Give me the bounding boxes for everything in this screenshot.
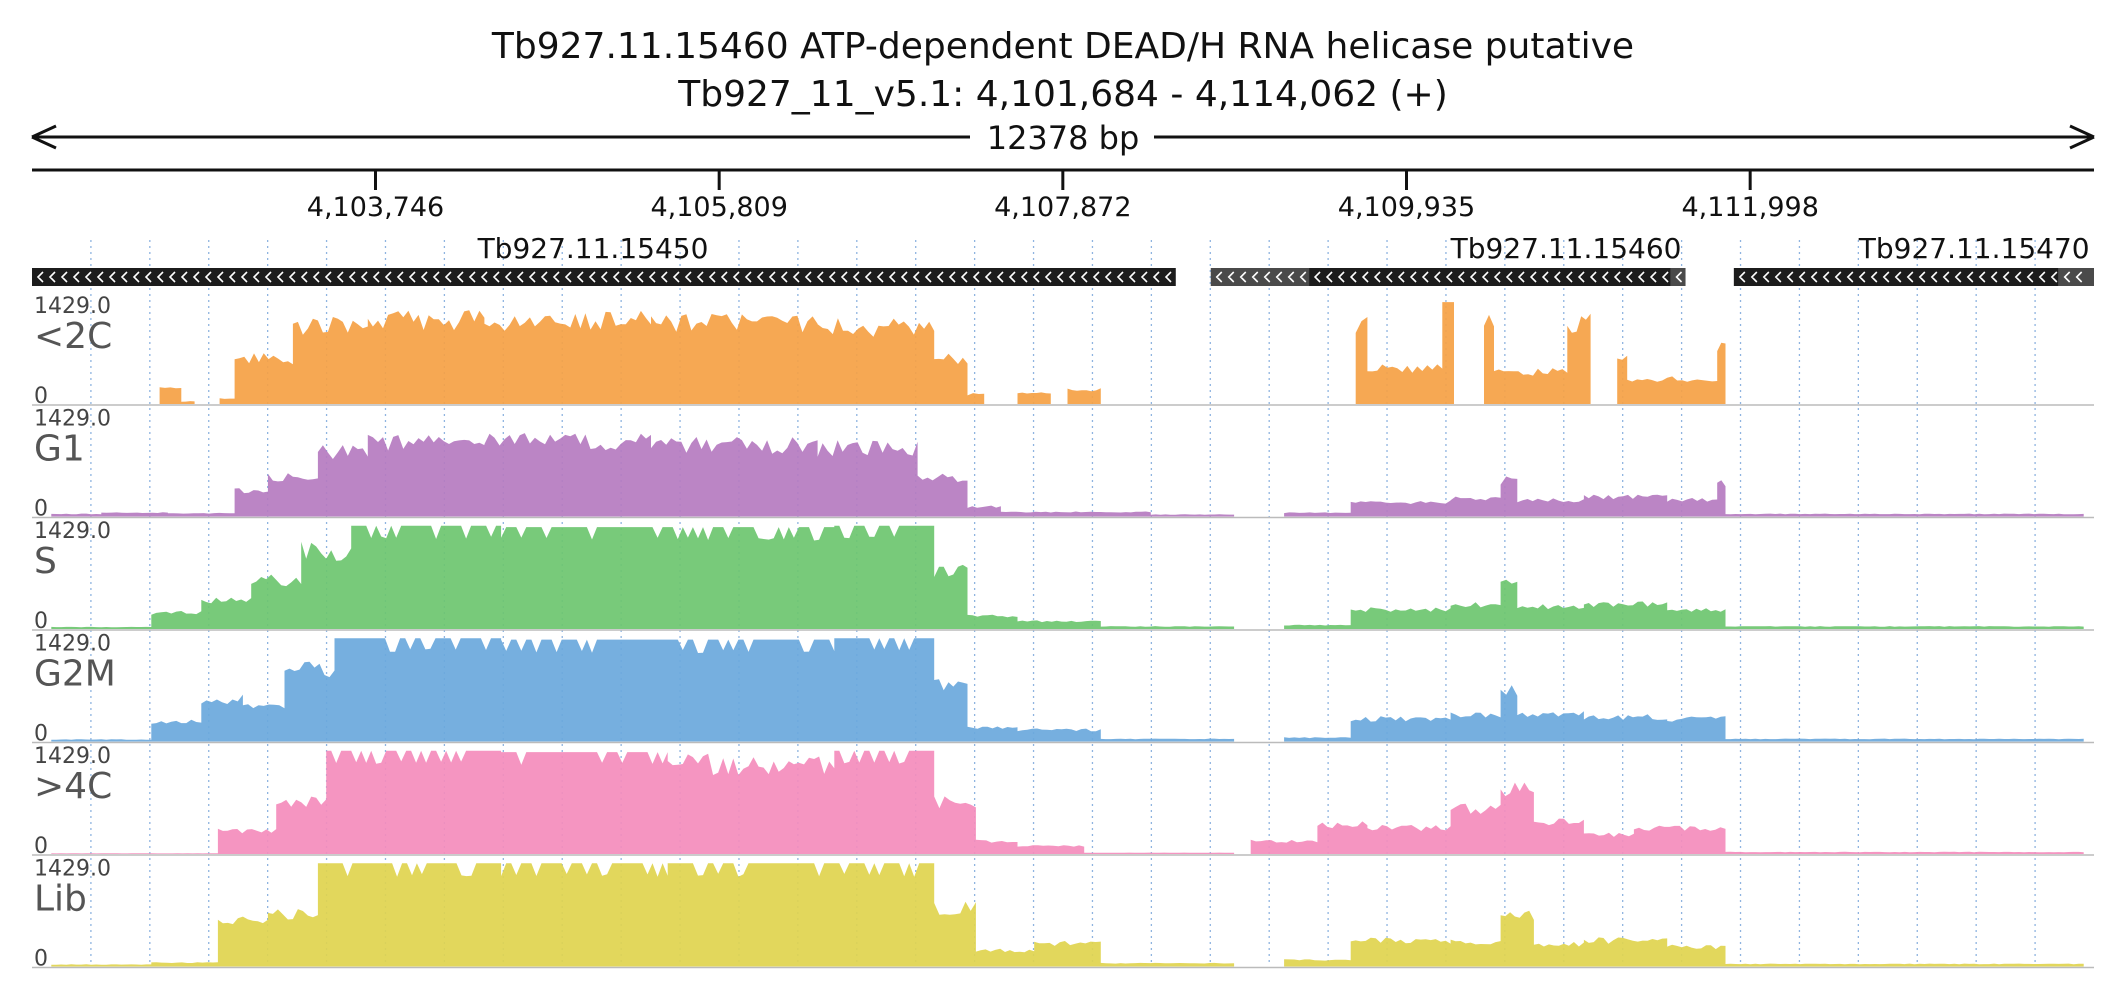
gene-1 [1210, 268, 1310, 286]
coverage-tracks: 1429.0<2C01429.0G101429.0S01429.0G2M0142… [32, 294, 2094, 972]
gene-5 [2058, 268, 2094, 286]
track-1: 1429.0G1 0 [32, 407, 2094, 522]
gene-2: Tb927.11.15460 [1309, 232, 1681, 286]
strand-chevron-icon [36, 271, 1172, 283]
track-area-3 [51, 638, 2084, 742]
track-label-5: Lib [34, 879, 87, 920]
track-ymax-5: 1429.0 [34, 857, 111, 882]
axis-tick-label-1: 4,105,809 [650, 192, 787, 223]
track-ymin-5: 0 [34, 947, 48, 972]
track-label-3: G2M [34, 654, 116, 695]
track-ymin-1: 0 [34, 497, 48, 522]
gene-body-1 [1210, 268, 1310, 286]
span-label: 12378 bp [987, 119, 1140, 157]
track-label-2: S [34, 541, 57, 582]
strand-chevron-icon [2063, 271, 2083, 283]
gene-body-3 [1670, 268, 1686, 286]
track-ymin-2: 0 [34, 609, 48, 634]
track-label-1: G1 [34, 429, 85, 470]
track-ymin-4: 0 [34, 834, 48, 859]
gene-track: Tb927.11.15450 Tb927.11.15460 Tb927.11.154… [32, 232, 2094, 286]
strand-chevron-icon [1738, 271, 2058, 283]
left-arrow-icon [31, 124, 57, 150]
right-arrow-icon [2069, 124, 2095, 150]
axis-tick-label-4: 4,111,998 [1681, 192, 1818, 223]
track-ymin-3: 0 [34, 722, 48, 747]
strand-chevron-icon [1215, 271, 1307, 283]
track-ymin-0: 0 [34, 384, 48, 409]
axis-tick-label-2: 4,107,872 [994, 192, 1131, 223]
axis-tick-label-3: 4,109,935 [1338, 192, 1475, 223]
strand-chevron-icon [1675, 271, 1683, 283]
axis-ticks: 4,103,746 4,105,809 4,107,872 4,109,935 4,11… [307, 170, 1819, 223]
track-label-0: <2C [34, 316, 112, 357]
track-label-4: >4C [34, 766, 112, 807]
track-area-4 [51, 750, 2084, 854]
track-area-5 [51, 863, 2084, 967]
track-area-0 [159, 302, 1726, 404]
axis-tick-label-0: 4,103,746 [307, 192, 444, 223]
gene-body-0 [32, 268, 1176, 286]
track-ymax-3: 1429.0 [34, 632, 111, 657]
track-ymax-2: 1429.0 [34, 519, 111, 544]
gene-label-4: Tb927.11.15470 [1858, 232, 2090, 265]
gene-4: Tb927.11.15470 [1733, 232, 2090, 286]
gene-0: Tb927.11.15450 [32, 232, 1176, 286]
track-ymax-0: 1429.0 [34, 294, 111, 319]
track-ymax-1: 1429.0 [34, 407, 111, 432]
track-ymax-4: 1429.0 [34, 744, 111, 769]
gene-body-2 [1309, 268, 1671, 286]
track-2: 1429.0S 0 [32, 519, 2094, 634]
span-ruler: 12378 bp [31, 119, 2095, 157]
track-area-2 [51, 525, 2084, 629]
track-area-1 [51, 433, 2084, 517]
gene-label-0: Tb927.11.15450 [477, 232, 709, 265]
strand-chevron-icon [1313, 271, 1669, 283]
chart-subtitle: Tb927_11_v5.1: 4,101,684 - 4,114,062 (+) [677, 74, 1448, 115]
track-0: 1429.0<2C 0 [32, 294, 2094, 409]
gene-label-2: Tb927.11.15460 [1450, 232, 1682, 265]
gene-3 [1670, 268, 1686, 286]
track-4: 1429.0>4C 0 [32, 744, 2094, 859]
chart-title: Tb927.11.15460 ATP-dependent DEAD/H RNA … [491, 26, 1634, 67]
